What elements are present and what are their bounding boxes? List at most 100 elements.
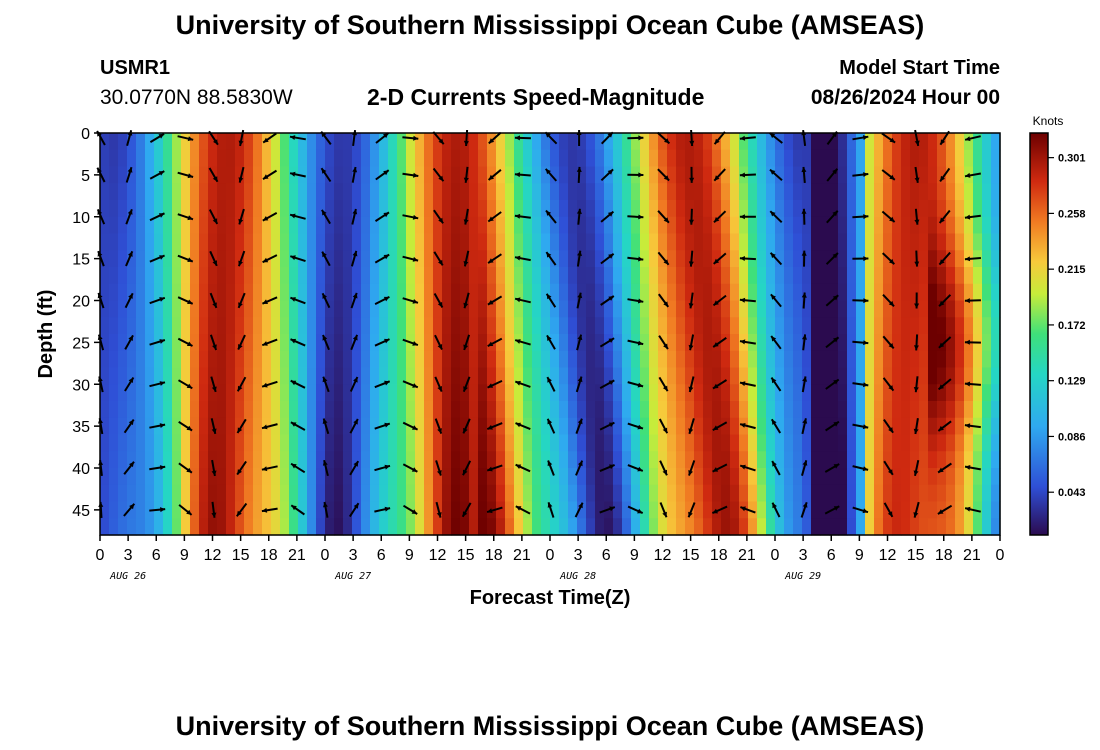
heat-cell [712, 468, 722, 486]
heat-cell [514, 367, 524, 385]
heat-cell [604, 166, 614, 184]
heat-cell [874, 233, 884, 251]
heat-cell [847, 183, 857, 201]
heat-cell [910, 149, 920, 168]
heat-cell [226, 350, 236, 369]
current-arrow [402, 214, 419, 220]
heat-cell [667, 468, 677, 486]
current-arrow [236, 376, 247, 392]
heat-cell [703, 384, 713, 402]
heat-cell [190, 384, 200, 402]
heat-cell [712, 283, 722, 302]
heat-cell [685, 200, 695, 218]
heat-cell [658, 267, 668, 285]
heat-cell [244, 501, 254, 519]
heat-cell [406, 300, 416, 318]
heat-cell [640, 417, 650, 436]
heat-cell [379, 183, 389, 201]
heat-cell [595, 216, 605, 235]
heat-cell [163, 417, 173, 436]
heat-cell [442, 350, 452, 369]
heat-cell [532, 384, 542, 402]
current-arrow [290, 504, 305, 516]
heat-cell [928, 233, 938, 251]
heat-cell [946, 350, 956, 369]
heat-cell [325, 468, 335, 486]
heat-cell [847, 384, 857, 402]
heat-cell [856, 384, 866, 402]
heat-cell [235, 468, 245, 486]
heat-cell [388, 300, 398, 318]
heat-cell [316, 417, 326, 436]
heat-cell [775, 518, 785, 536]
heat-cell [982, 401, 992, 419]
heat-cell [208, 384, 218, 402]
current-arrow [237, 292, 246, 309]
heat-cell [604, 518, 614, 536]
current-arrow [349, 460, 360, 476]
heat-cell [604, 317, 614, 335]
heat-cell [199, 417, 209, 436]
heat-cell [622, 300, 632, 318]
current-arrow [463, 208, 469, 225]
heat-cell [568, 334, 578, 352]
heat-cell [136, 468, 146, 486]
heat-cell [541, 149, 551, 168]
heat-cell [460, 401, 470, 419]
heat-cell [163, 216, 173, 235]
heat-cell [631, 350, 641, 369]
heat-cell [163, 484, 173, 503]
heat-cell [901, 401, 911, 419]
heat-cell [757, 350, 767, 369]
heat-cell [406, 183, 416, 201]
heat-cell [298, 149, 308, 168]
heat-cell [640, 334, 650, 352]
heat-cell [685, 300, 695, 318]
heat-cell [325, 250, 335, 268]
heat-cell [721, 166, 731, 184]
heat-cell [118, 468, 128, 486]
heat-cell [262, 468, 272, 486]
heat-cell [685, 183, 695, 201]
y-tick-label: 30 [72, 377, 90, 394]
current-arrow [433, 251, 444, 266]
heat-cell [136, 133, 146, 151]
heat-cell [154, 434, 164, 452]
heat-cell [361, 183, 371, 201]
heat-cell [703, 133, 713, 151]
heat-cell [406, 317, 416, 335]
heat-cell [766, 133, 776, 151]
heat-cell [415, 434, 425, 452]
heat-cell [271, 183, 281, 201]
heat-cell [964, 401, 974, 419]
heat-cell [505, 434, 515, 452]
heat-cell [595, 401, 605, 419]
heat-cell [721, 250, 731, 268]
heat-cell [874, 434, 884, 452]
heat-cell [487, 300, 497, 318]
heat-cell [415, 401, 425, 419]
heat-cell [568, 216, 578, 235]
heat-cell [847, 401, 857, 419]
heat-cell [433, 350, 443, 369]
heat-cell [145, 250, 155, 268]
heat-cell [514, 434, 524, 452]
heat-cell [685, 451, 695, 469]
heat-cell [631, 518, 641, 536]
heat-cell [703, 451, 713, 469]
heat-cell [775, 283, 785, 302]
heat-cell [577, 501, 587, 519]
heat-cell [325, 334, 335, 352]
current-arrow [801, 166, 807, 183]
heat-cell [406, 283, 416, 302]
heat-cell [802, 484, 812, 503]
heat-cell [613, 267, 623, 285]
heat-cell [280, 484, 290, 503]
heat-cell [244, 468, 254, 486]
heat-cell [235, 434, 245, 452]
current-arrow [177, 379, 193, 390]
heat-cell [748, 283, 758, 302]
heat-cell [586, 233, 596, 251]
x-tick-label: 15 [682, 547, 700, 564]
heat-cell [352, 384, 362, 402]
